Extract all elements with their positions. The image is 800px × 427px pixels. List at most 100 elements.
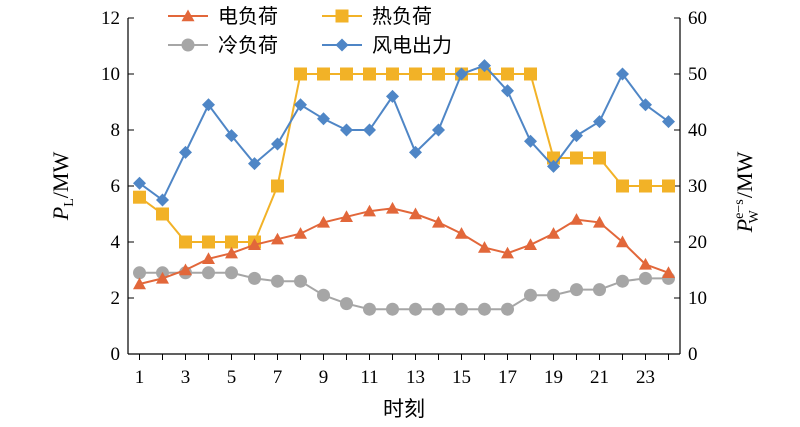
series-line bbox=[138, 73, 669, 243]
data-point bbox=[225, 129, 238, 143]
data-point bbox=[455, 227, 468, 239]
x-tick-label: 21 bbox=[590, 367, 609, 388]
left-tick-label: 4 bbox=[111, 232, 121, 253]
series-4 bbox=[133, 59, 675, 207]
legend-label: 热负荷 bbox=[372, 4, 432, 28]
data-point bbox=[225, 246, 238, 259]
data-point bbox=[294, 67, 307, 81]
data-point bbox=[386, 89, 399, 103]
data-point bbox=[455, 302, 468, 316]
data-point bbox=[409, 67, 422, 81]
data-point bbox=[271, 137, 284, 151]
data-point bbox=[501, 67, 514, 81]
data-point bbox=[363, 67, 376, 81]
data-point bbox=[478, 302, 491, 316]
data-point bbox=[616, 67, 629, 81]
data-point bbox=[156, 207, 169, 221]
series-3 bbox=[133, 266, 675, 316]
data-point bbox=[478, 241, 491, 253]
x-tick-label: 5 bbox=[227, 367, 237, 388]
left-tick-label: 10 bbox=[101, 64, 120, 85]
x-tick-label: 1 bbox=[135, 367, 145, 388]
data-point bbox=[455, 67, 468, 81]
legend-item: 冷负荷 bbox=[168, 33, 278, 57]
data-point bbox=[593, 151, 606, 165]
x-tick-label: 9 bbox=[319, 367, 329, 388]
data-point bbox=[432, 123, 445, 137]
data-point bbox=[363, 302, 376, 316]
data-point bbox=[547, 288, 560, 302]
data-point bbox=[179, 263, 192, 276]
right-axis-title: Pe−sW/MW bbox=[732, 151, 762, 233]
data-point bbox=[524, 134, 537, 148]
left-tick-label: 12 bbox=[101, 8, 120, 29]
x-tick-label: 15 bbox=[452, 367, 471, 388]
data-point bbox=[133, 176, 146, 190]
data-point bbox=[202, 266, 215, 280]
data-point bbox=[639, 98, 652, 112]
data-point bbox=[363, 123, 376, 137]
data-point bbox=[593, 215, 606, 228]
data-point bbox=[593, 283, 606, 297]
x-tick-label: 3 bbox=[181, 367, 191, 388]
data-point bbox=[340, 297, 353, 311]
x-tick-label: 19 bbox=[544, 367, 563, 388]
data-point bbox=[524, 238, 537, 250]
data-point bbox=[639, 179, 652, 193]
right-tick-label: 30 bbox=[688, 176, 707, 197]
left-tick-label: 2 bbox=[111, 288, 121, 309]
data-point bbox=[294, 274, 307, 288]
data-point bbox=[340, 123, 353, 137]
data-point bbox=[662, 179, 675, 193]
right-tick-label: 40 bbox=[688, 120, 707, 141]
data-point bbox=[432, 67, 445, 81]
data-point bbox=[639, 271, 652, 285]
data-point bbox=[225, 235, 238, 249]
data-point bbox=[386, 67, 399, 81]
legend-marker bbox=[335, 38, 349, 52]
data-point bbox=[317, 112, 330, 126]
legend-item: 风电出力 bbox=[322, 33, 452, 57]
data-point bbox=[662, 266, 675, 278]
data-point bbox=[133, 277, 146, 290]
legend-marker bbox=[335, 9, 349, 23]
data-point bbox=[478, 59, 491, 73]
data-point bbox=[202, 252, 215, 264]
x-tick-label: 13 bbox=[406, 367, 425, 388]
right-tick-label: 60 bbox=[688, 8, 707, 29]
data-point bbox=[317, 288, 330, 302]
data-point bbox=[501, 84, 514, 98]
data-point bbox=[570, 151, 583, 165]
right-tick-label: 20 bbox=[688, 232, 707, 253]
data-point bbox=[248, 238, 261, 250]
left-tick-label: 0 bbox=[111, 344, 121, 365]
data-point bbox=[639, 257, 652, 270]
data-point bbox=[179, 235, 192, 249]
left-axis-title: PL/MW bbox=[48, 152, 77, 222]
data-point bbox=[133, 190, 146, 204]
data-point bbox=[317, 67, 330, 81]
data-point bbox=[432, 302, 445, 316]
data-point bbox=[202, 235, 215, 249]
left-tick-label: 6 bbox=[111, 176, 121, 197]
legend-label: 冷负荷 bbox=[218, 33, 278, 57]
data-point bbox=[271, 179, 284, 193]
data-point bbox=[294, 98, 307, 112]
data-point bbox=[547, 159, 560, 173]
x-tick-label: 7 bbox=[273, 367, 283, 388]
data-point bbox=[317, 215, 330, 228]
data-point bbox=[501, 246, 514, 259]
data-point bbox=[409, 302, 422, 316]
left-tick-label: 8 bbox=[111, 120, 121, 141]
x-axis-title: 时刻 bbox=[383, 397, 425, 421]
data-point bbox=[662, 115, 675, 129]
data-point bbox=[570, 213, 583, 225]
data-point bbox=[156, 271, 169, 284]
data-point bbox=[547, 227, 560, 239]
legend-label: 电负荷 bbox=[218, 4, 278, 28]
series-1 bbox=[133, 201, 675, 290]
data-point bbox=[386, 302, 399, 316]
data-point bbox=[156, 193, 169, 207]
data-point bbox=[501, 302, 514, 316]
